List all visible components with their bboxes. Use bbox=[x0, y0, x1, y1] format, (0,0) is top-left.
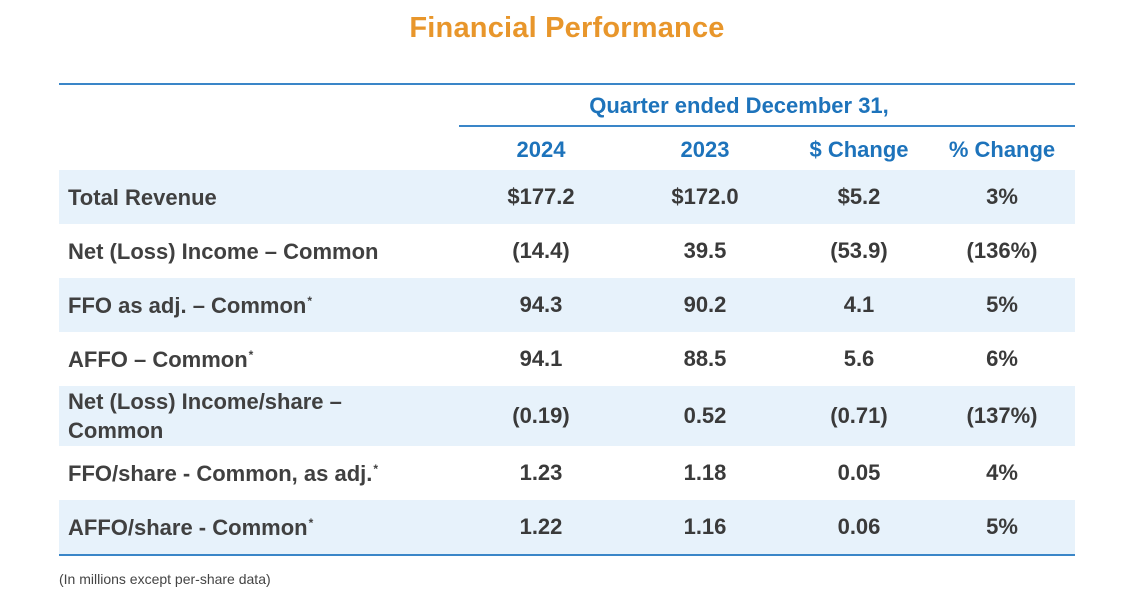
footnote: (In millions except per-share data) bbox=[59, 571, 271, 587]
table-row: Net (Loss) Income – Common (14.4) 39.5 (… bbox=[59, 224, 1075, 278]
col-header-2024: 2024 bbox=[516, 137, 566, 162]
cell-2023: 1.18 bbox=[683, 460, 727, 485]
footnote-asterisk: * bbox=[373, 461, 379, 476]
cell-2024: 1.23 bbox=[519, 460, 563, 485]
cell-2024: 1.22 bbox=[519, 514, 563, 539]
cell-2023: 0.52 bbox=[683, 403, 727, 428]
row-label: FFO/share - Common, as adj. * bbox=[68, 446, 438, 500]
cell-percent-change: (137%) bbox=[966, 403, 1038, 428]
cell-dollar-change: (53.9) bbox=[830, 238, 888, 263]
table-body: Total Revenue $177.2 $172.0 $5.2 3% Net … bbox=[59, 170, 1075, 556]
cell-percent-change: 4% bbox=[986, 460, 1018, 485]
cell-dollar-change: $5.2 bbox=[837, 184, 881, 209]
cell-2023: 90.2 bbox=[683, 292, 727, 317]
page-title: Financial Performance bbox=[409, 12, 725, 44]
table-row: Net (Loss) Income/share – Common (0.19) … bbox=[59, 386, 1075, 446]
cell-dollar-change: (0.71) bbox=[830, 403, 888, 428]
cell-2023: 1.16 bbox=[683, 514, 727, 539]
cell-percent-change: 5% bbox=[986, 514, 1018, 539]
table-row: Total Revenue $177.2 $172.0 $5.2 3% bbox=[59, 170, 1075, 224]
footnote-asterisk: * bbox=[308, 515, 314, 530]
cell-2023: $172.0 bbox=[671, 184, 739, 209]
cell-2023: 39.5 bbox=[683, 238, 727, 263]
cell-percent-change: (136%) bbox=[966, 238, 1038, 263]
table-row: FFO/share - Common, as adj. * 1.23 1.18 0… bbox=[59, 446, 1075, 500]
row-label: FFO as adj. – Common * bbox=[68, 278, 438, 332]
table-row: AFFO/share - Common * 1.22 1.16 0.06 5% bbox=[59, 500, 1075, 554]
row-label: Net (Loss) Income/share – Common bbox=[68, 389, 342, 443]
cell-percent-change: 5% bbox=[986, 292, 1018, 317]
row-label: Total Revenue bbox=[68, 184, 217, 210]
cell-dollar-change: 0.05 bbox=[837, 460, 881, 485]
table-row: FFO as adj. – Common * 94.3 90.2 4.1 5% bbox=[59, 278, 1075, 332]
row-label: AFFO/share - Common * bbox=[68, 500, 438, 554]
cell-dollar-change: 5.6 bbox=[843, 346, 875, 371]
cell-2024: $177.2 bbox=[507, 184, 575, 209]
cell-2024: 94.3 bbox=[519, 292, 563, 317]
cell-2023: 88.5 bbox=[683, 346, 727, 371]
col-header-dollar-change: $ Change bbox=[809, 137, 909, 162]
cell-2024: (14.4) bbox=[512, 238, 570, 263]
col-header-percent-change: % Change bbox=[948, 137, 1056, 162]
row-label: Net (Loss) Income – Common bbox=[68, 238, 379, 264]
table-bottom-rule bbox=[59, 554, 1075, 556]
cell-percent-change: 3% bbox=[986, 184, 1018, 209]
cell-dollar-change: 0.06 bbox=[837, 514, 881, 539]
group-header-label: Quarter ended December 31, bbox=[589, 93, 889, 118]
col-header-2023: 2023 bbox=[680, 137, 730, 162]
cell-percent-change: 6% bbox=[986, 346, 1018, 371]
table-top-rule bbox=[59, 83, 1075, 85]
cell-2024: (0.19) bbox=[512, 403, 570, 428]
table-row: AFFO – Common * 94.1 88.5 5.6 6% bbox=[59, 332, 1075, 386]
footnote-asterisk: * bbox=[307, 293, 313, 308]
group-header: Quarter ended December 31, bbox=[459, 85, 1075, 127]
cell-2024: 94.1 bbox=[519, 346, 563, 371]
cell-dollar-change: 4.1 bbox=[843, 292, 875, 317]
column-headers: 2024 2023 $ Change % Change bbox=[59, 127, 1075, 170]
row-label: AFFO – Common * bbox=[68, 332, 438, 386]
footnote-asterisk: * bbox=[248, 347, 254, 362]
